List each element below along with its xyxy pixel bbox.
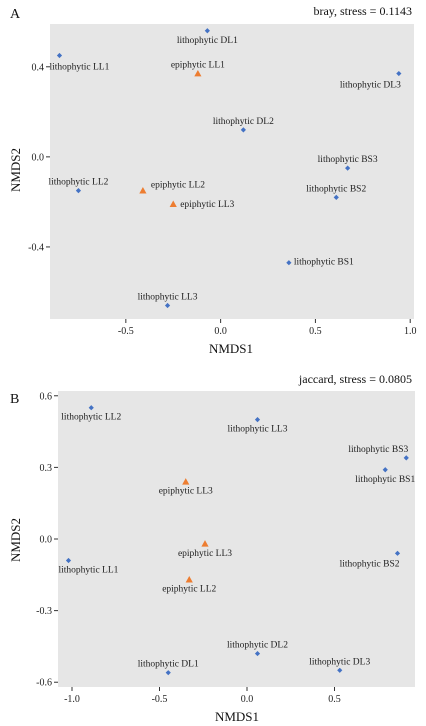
lithophytic-diamond-marker — [56, 52, 63, 59]
lithophytic-diamond-marker — [403, 455, 409, 461]
epiphytic-triangle-marker — [139, 187, 147, 194]
point-label: lithophytic LL1 — [49, 63, 109, 73]
lithophytic-diamond-marker — [204, 28, 210, 34]
point-label: epiphytic LL2 — [162, 585, 216, 595]
epiphytic-triangle-marker — [201, 540, 209, 547]
point-label: epiphytic LL1 — [171, 61, 225, 71]
point-label: lithophytic DL1 — [138, 660, 199, 670]
panel-b-ticks: -1.0 -0.5 0.0 0.5 -0.6 -0.3 0.0 0.3 0.6 — [36, 391, 341, 705]
point-label: lithophytic DL3 — [309, 657, 370, 667]
epiphytic-triangle-marker — [169, 200, 177, 208]
point-label: lithophytic BS3 — [348, 445, 408, 455]
point-label: lithophytic DL2 — [213, 117, 274, 127]
panel-a-marks: lithophytic DL1 lithophytic LL1 lithophyti… — [48, 28, 402, 309]
point-label: lithophytic LL2 — [48, 178, 108, 188]
point-label: lithophytic BS1 — [294, 258, 354, 268]
panel-b-x-tick-label: -0.5 — [152, 694, 168, 705]
epiphytic-triangle-marker — [182, 478, 190, 485]
panel-b-x-tick-label: -1.0 — [64, 694, 80, 705]
panel-b-y-axis-title: NMDS2 — [8, 518, 23, 562]
panel-a-ticks: -0.5 0.0 0.5 1.0 -0.4 0.0 0.4 — [28, 62, 416, 337]
panel-b-y-tick-label: 0.0 — [40, 535, 53, 546]
panel-b-stress-annotation: jaccard, stress = 0.0805 — [298, 372, 412, 386]
panel-a-letter: A — [10, 7, 21, 22]
lithophytic-diamond-marker — [394, 550, 401, 556]
epiphytic-triangle-marker — [194, 69, 202, 77]
epiphytic-triangle-marker — [185, 575, 193, 583]
lithophytic-diamond-marker — [396, 70, 402, 77]
panel-a-y-tick-label: 0.0 — [32, 152, 45, 163]
point-label: lithophytic BS3 — [318, 155, 378, 165]
point-label: lithophytic LL1 — [59, 565, 119, 575]
panel-a-y-tick-label: -0.4 — [28, 242, 44, 253]
point-label: lithophytic DL2 — [227, 641, 288, 651]
panel-b-x-tick-label: 0.5 — [328, 694, 341, 705]
lithophytic-diamond-marker — [254, 650, 261, 657]
lithophytic-diamond-marker — [333, 194, 339, 200]
panel-b-y-tick-label: -0.3 — [36, 606, 52, 617]
panel-b: B jaccard, stress = 0.0805 NMDS1 NMDS2 -… — [8, 372, 415, 724]
point-label: lithophytic BS2 — [340, 559, 400, 569]
lithophytic-diamond-marker — [165, 670, 171, 676]
panel-b-y-tick-label: -0.6 — [36, 678, 52, 689]
panel-b-x-tick-label: 0.0 — [241, 694, 254, 705]
point-label: lithophytic BS1 — [355, 475, 415, 485]
lithophytic-diamond-marker — [88, 405, 94, 411]
lithophytic-diamond-marker — [240, 127, 246, 133]
lithophytic-diamond-marker — [75, 188, 82, 194]
point-label: lithophytic LL3 — [228, 425, 288, 435]
point-label: lithophytic BS2 — [306, 184, 366, 194]
panel-b-plot-area — [58, 391, 415, 687]
point-label: epiphytic LL3 — [178, 549, 232, 559]
panel-a-x-tick-label: 1.0 — [404, 326, 417, 337]
point-label: lithophytic LL3 — [138, 292, 198, 302]
point-label: lithophytic DL1 — [177, 36, 238, 46]
point-label: lithophytic DL3 — [340, 81, 401, 91]
lithophytic-diamond-marker — [286, 260, 292, 266]
lithophytic-diamond-marker — [254, 417, 261, 423]
point-label: epiphytic LL3 — [159, 487, 213, 497]
panel-a-y-tick-label: 0.4 — [32, 62, 45, 73]
panel-a-stress-annotation: bray, stress = 0.1143 — [313, 4, 412, 18]
lithophytic-diamond-marker — [164, 302, 171, 309]
lithophytic-diamond-marker — [337, 667, 343, 673]
panel-a: A bray, stress = 0.1143 NMDS1 NMDS2 -0.5… — [8, 4, 416, 356]
point-label: epiphytic LL2 — [151, 181, 205, 191]
point-label: epiphytic LL3 — [180, 200, 234, 210]
panel-a-y-axis-title: NMDS2 — [8, 148, 23, 192]
panel-b-y-tick-label: 0.3 — [40, 463, 53, 474]
panel-a-plot-area — [50, 24, 414, 319]
panel-a-x-tick-label: 0.0 — [214, 326, 227, 337]
panel-a-x-tick-label: 0.5 — [309, 326, 322, 337]
lithophytic-diamond-marker — [345, 165, 351, 171]
lithophytic-diamond-marker — [65, 557, 72, 564]
panel-b-marks: lithophytic LL2 lithophytic LL3 lithophyti… — [59, 405, 415, 676]
point-label: lithophytic LL2 — [61, 413, 121, 423]
panel-b-y-tick-label: 0.6 — [40, 391, 53, 402]
panel-a-x-axis-title: NMDS1 — [209, 341, 253, 356]
panel-b-x-axis-title: NMDS1 — [215, 709, 259, 724]
lithophytic-diamond-marker — [382, 467, 388, 473]
panel-a-x-tick-label: -0.5 — [118, 326, 134, 337]
panel-b-letter: B — [10, 392, 19, 407]
